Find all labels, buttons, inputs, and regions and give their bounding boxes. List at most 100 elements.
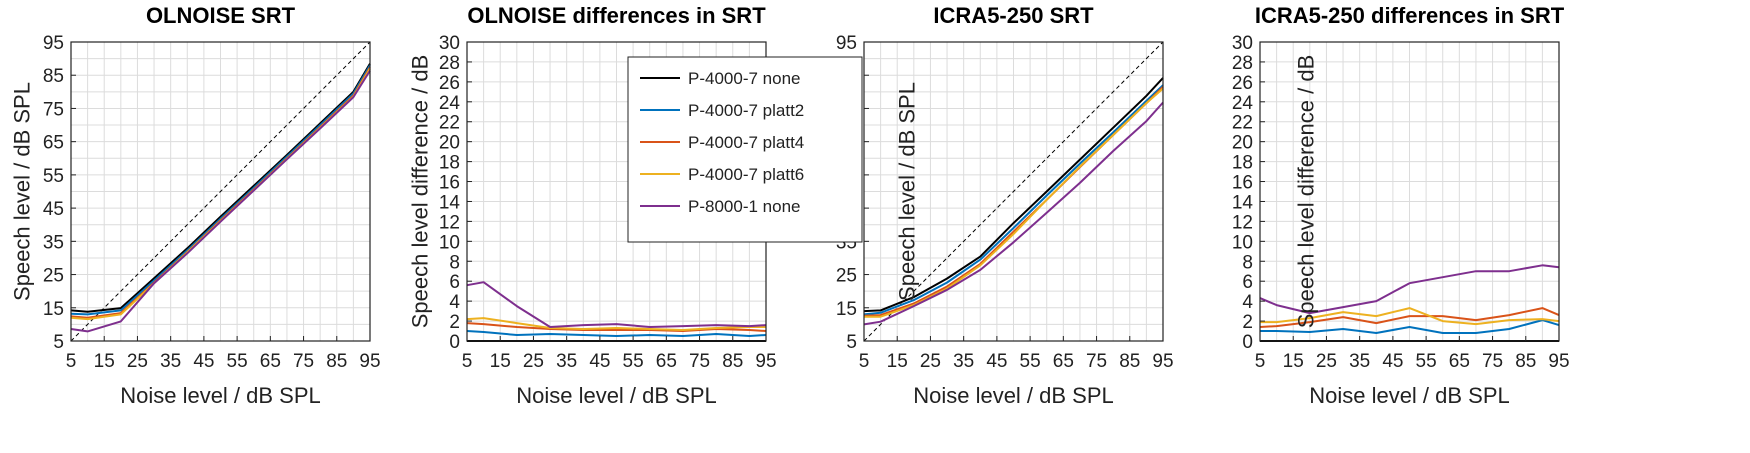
series-line-p-4000-7-platt2 [466, 330, 767, 337]
x-tick-label: 15 [94, 351, 115, 372]
x-tick-label: 35 [953, 351, 974, 372]
y-tick-label: 20 [1232, 133, 1253, 154]
x-tick-label: 95 [359, 351, 380, 372]
x-tick-label: 75 [293, 351, 314, 372]
y-tick-label: 25 [43, 266, 64, 287]
y-tick-label: 16 [1232, 173, 1253, 194]
x-tick-label: 5 [66, 351, 77, 372]
x-tick-label: 95 [755, 351, 776, 372]
series-lines [70, 63, 371, 333]
y-tick-label: 85 [43, 66, 64, 87]
y-tick-label: 10 [1232, 232, 1253, 253]
y-tick-label: 4 [449, 292, 460, 313]
y-tick-label: 28 [1232, 53, 1253, 74]
y-axis-label: Speech level / dB SPL [895, 82, 920, 301]
y-tick-label: 24 [439, 93, 461, 114]
x-tick-label: 95 [1152, 351, 1173, 372]
y-tick-label: 0 [449, 332, 460, 353]
y-tick-label: 5 [846, 332, 857, 353]
x-tick-label: 5 [462, 351, 473, 372]
grid [70, 41, 371, 342]
y-tick-label: 6 [449, 272, 460, 293]
x-tick-label: 45 [589, 351, 610, 372]
y-tick-label: 15 [836, 299, 857, 320]
legend-label: P-4000-7 platt2 [688, 101, 804, 120]
series-line-p-4000-7-platt6 [1260, 307, 1560, 326]
y-tick-label: 95 [836, 33, 857, 54]
y-axis-label: Speech level / dB SPL [10, 82, 35, 301]
y-tick-label: 14 [439, 192, 461, 213]
x-tick-label: 45 [986, 351, 1007, 372]
plot-frame [863, 41, 1164, 342]
x-tick-label: 5 [859, 351, 870, 372]
x-tick-label: 55 [623, 351, 644, 372]
x-tick-label: 75 [1482, 351, 1503, 372]
series-line-p-4000-7-platt2 [70, 64, 371, 316]
x-tick-label: 35 [1349, 351, 1370, 372]
chart-title: OLNOISE differences in SRT [467, 3, 766, 28]
y-tick-label: 0 [1242, 332, 1253, 353]
series-line-p-8000-1-none [466, 281, 767, 328]
y-tick-label: 55 [43, 166, 64, 187]
y-tick-label: 75 [43, 99, 64, 120]
x-axis-label: Noise level / dB SPL [516, 383, 717, 408]
series-line-p-4000-7-platt6 [864, 87, 1164, 318]
y-tick-label: 5 [53, 332, 64, 353]
y-tick-label: 28 [439, 53, 460, 74]
legend-label: P-8000-1 none [688, 197, 800, 216]
x-tick-label: 65 [656, 351, 677, 372]
series-line-p-8000-1-none [863, 101, 1164, 326]
series-line-p-4000-7-none [70, 63, 371, 313]
series-line-p-8000-1-none [1259, 264, 1560, 315]
x-tick-label: 85 [1119, 351, 1140, 372]
x-tick-label: 75 [1086, 351, 1107, 372]
y-tick-label: 25 [836, 266, 857, 287]
plot-frame [1259, 41, 1560, 342]
x-tick-label: 55 [227, 351, 248, 372]
series-line-p-8000-1-none [70, 70, 371, 333]
y-tick-label: 45 [43, 199, 64, 220]
x-axis-label: Noise level / dB SPL [913, 383, 1114, 408]
y-tick-label: 26 [1232, 73, 1253, 94]
legend-label: P-4000-7 none [688, 69, 800, 88]
x-tick-label: 95 [1548, 351, 1569, 372]
y-tick-label: 14 [1232, 192, 1254, 213]
y-tick-label: 30 [1232, 33, 1253, 54]
chart-title: ICRA5-250 differences in SRT [1255, 3, 1565, 28]
panel-icra5-differences: 5 15 25 35 45 55 65 75 85 95024681012141618202224… [1232, 3, 1570, 408]
x-tick-label: 65 [260, 351, 281, 372]
y-tick-label: 2 [1242, 312, 1253, 333]
y-tick-label: 8 [449, 252, 460, 273]
x-tick-label: 25 [127, 351, 148, 372]
x-tick-label: 65 [1053, 351, 1074, 372]
legend-item-p-4000-7-platt6: P-4000-7 platt6 [640, 165, 804, 184]
x-axis-label: Noise level / dB SPL [1309, 383, 1510, 408]
series-line-p-4000-7-none [863, 77, 1164, 313]
series-line-p-4000-7-platt2 [1260, 319, 1560, 334]
legend: P-4000-7 none P-4000-7 platt2 P-4000-7 pla… [627, 56, 863, 243]
plot-frame [70, 41, 371, 342]
y-tick-label: 8 [1242, 252, 1253, 273]
x-tick-label: 25 [920, 351, 941, 372]
x-tick-label: 35 [160, 351, 181, 372]
y-tick-label: 22 [1232, 113, 1253, 134]
x-tick-label: 5 [1255, 351, 1266, 372]
series-lines [863, 77, 1164, 326]
y-tick-label: 22 [439, 113, 460, 134]
chart-title: ICRA5-250 SRT [933, 3, 1094, 28]
legend-item-p-4000-7-platt2: P-4000-7 platt2 [640, 101, 804, 120]
x-tick-label: 15 [490, 351, 511, 372]
y-tick-label: 12 [1232, 212, 1253, 233]
x-axis-label: Noise level / dB SPL [120, 383, 321, 408]
x-tick-label: 45 [1382, 351, 1403, 372]
x-tick-label: 45 [193, 351, 214, 372]
x-tick-label: 85 [722, 351, 743, 372]
identity-reference-line [863, 41, 1164, 342]
y-tick-label: 4 [1242, 292, 1253, 313]
x-tick-label: 75 [689, 351, 710, 372]
chart-title: OLNOISE SRT [146, 3, 296, 28]
identity-reference-line [70, 41, 371, 342]
y-tick-label: 26 [439, 73, 460, 94]
y-tick-label: 16 [439, 173, 460, 194]
